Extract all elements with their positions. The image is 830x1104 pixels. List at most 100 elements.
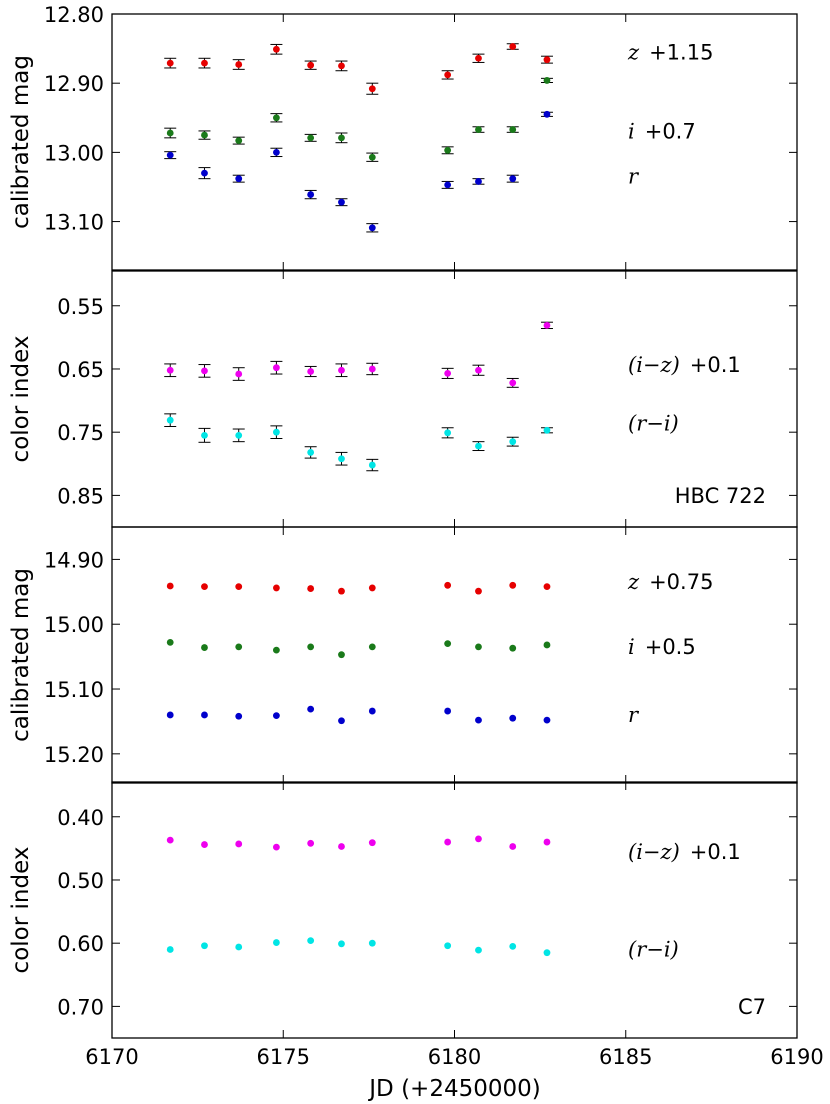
data-point — [235, 712, 243, 720]
y-tick-label: 12.80 — [44, 3, 104, 27]
data-point — [201, 644, 208, 651]
data-point — [338, 587, 345, 595]
data-point — [273, 646, 280, 654]
data-point — [166, 416, 174, 424]
data-point — [273, 114, 280, 122]
data-point — [368, 584, 376, 592]
data-point — [235, 137, 243, 145]
y-tick-label: 15.20 — [44, 743, 104, 767]
data-point — [201, 583, 208, 591]
series-iminusz — [166, 835, 551, 851]
data-point — [509, 126, 517, 133]
y-axis-title: color index — [8, 336, 34, 463]
data-point — [444, 71, 452, 79]
data-point — [235, 370, 243, 378]
data-point — [338, 134, 345, 142]
data-point — [235, 61, 243, 68]
data-point — [273, 428, 280, 436]
data-point — [543, 321, 551, 329]
data-point — [475, 178, 482, 185]
data-point — [338, 366, 345, 374]
data-point — [166, 59, 174, 67]
data-point — [201, 169, 208, 177]
data-point — [509, 581, 517, 589]
x-tick-label: 6190 — [770, 1045, 823, 1069]
panel-1: 12.80 12.90 13.00 13.10 calibrated mag z +1.15… — [8, 3, 798, 271]
data-point — [166, 129, 174, 137]
data-point — [338, 62, 345, 70]
data-point — [543, 716, 551, 724]
data-point — [509, 843, 517, 850]
data-point — [307, 585, 315, 592]
data-point — [201, 59, 208, 67]
series-label: r — [628, 703, 640, 727]
data-point — [444, 640, 452, 648]
y-tick-label: 15.10 — [44, 678, 104, 702]
data-point — [368, 461, 376, 469]
series-i — [166, 638, 551, 659]
data-point — [368, 224, 376, 232]
y-tick-label: 0.75 — [57, 421, 104, 445]
data-point — [543, 838, 551, 846]
data-point — [509, 644, 517, 652]
data-point — [475, 643, 482, 651]
data-point — [444, 838, 452, 846]
plot-frame — [111, 781, 798, 1039]
data-point — [368, 85, 376, 93]
panels: 12.80 12.90 13.00 13.10 calibrated mag z +1.15… — [8, 3, 824, 1069]
data-point — [273, 45, 280, 53]
data-point — [273, 843, 280, 851]
data-point — [201, 431, 208, 439]
data-point — [368, 839, 376, 847]
data-point — [273, 712, 280, 719]
series-label: (r−i) — [628, 938, 679, 962]
y-tick-label: 0.40 — [57, 806, 104, 830]
data-point — [338, 843, 345, 850]
data-point — [166, 151, 174, 159]
y-axis-title: calibrated mag — [8, 55, 34, 229]
data-point — [307, 937, 315, 945]
data-point — [368, 643, 376, 651]
data-point — [338, 651, 345, 659]
data-point — [307, 61, 315, 69]
series-label: (r−i) — [628, 411, 679, 435]
data-point — [543, 426, 551, 434]
series-z — [164, 43, 553, 95]
data-point — [475, 946, 482, 954]
data-point — [307, 705, 315, 713]
series-r — [164, 110, 553, 233]
y-tick-label: 0.70 — [57, 995, 104, 1019]
data-point — [338, 455, 345, 463]
data-point — [201, 841, 208, 848]
series-rminusi — [166, 937, 551, 957]
data-point — [166, 836, 174, 844]
data-point — [166, 711, 174, 719]
x-tick-label: 6175 — [257, 1045, 310, 1069]
panel-4: 0.40 0.50 0.60 0.70 color index (i−z) +0.1 (r−i… — [8, 781, 824, 1069]
data-point — [166, 638, 174, 646]
star-name-label: HBC 722 — [675, 484, 766, 508]
data-point — [475, 442, 482, 450]
data-point — [235, 643, 243, 651]
data-point — [475, 835, 482, 843]
data-point — [444, 707, 452, 715]
data-point — [273, 939, 280, 946]
data-point — [235, 583, 243, 591]
series-label: i +0.5 — [628, 635, 696, 659]
data-point — [201, 942, 208, 950]
y-tick-label: 0.55 — [57, 295, 104, 319]
data-point — [475, 587, 482, 595]
data-point — [509, 379, 517, 387]
series-iminusz — [164, 321, 553, 388]
data-point — [543, 583, 551, 591]
x-tick-label: 6180 — [428, 1045, 481, 1069]
data-point — [543, 641, 551, 649]
series-r — [166, 705, 551, 725]
data-point — [368, 707, 376, 715]
y-tick-label: 15.00 — [44, 613, 104, 637]
data-point — [307, 368, 315, 375]
data-point — [509, 942, 517, 950]
x-tick-label: 6185 — [599, 1045, 652, 1069]
data-point — [235, 840, 243, 848]
data-point — [201, 367, 208, 375]
